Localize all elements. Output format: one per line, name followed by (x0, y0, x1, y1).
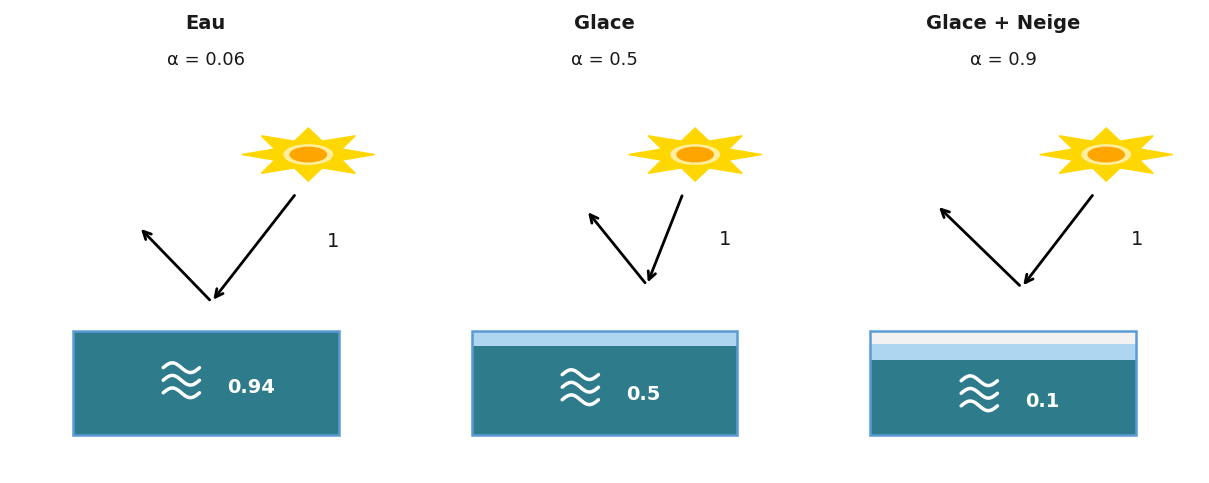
Text: Eau: Eau (185, 14, 226, 33)
Circle shape (1070, 140, 1143, 169)
Polygon shape (1059, 136, 1093, 149)
Polygon shape (1120, 136, 1153, 149)
Polygon shape (648, 136, 682, 149)
Bar (472, 331, 737, 346)
Text: α = 0.5: α = 0.5 (571, 51, 638, 69)
Circle shape (671, 145, 719, 164)
Bar (472, 331, 737, 435)
Polygon shape (1093, 128, 1120, 141)
Text: Glace: Glace (574, 14, 635, 33)
Polygon shape (682, 168, 708, 181)
Polygon shape (295, 128, 322, 141)
Circle shape (677, 147, 713, 162)
Polygon shape (242, 149, 274, 160)
Circle shape (1082, 145, 1130, 164)
Bar (870, 344, 1136, 360)
Text: α = 0.9: α = 0.9 (970, 51, 1037, 69)
Text: 0.5: 0.5 (626, 385, 660, 404)
Polygon shape (629, 149, 661, 160)
Text: α = 0.06: α = 0.06 (167, 51, 244, 69)
Bar (870, 331, 1136, 435)
Polygon shape (1093, 168, 1120, 181)
Circle shape (272, 140, 345, 169)
Polygon shape (1140, 149, 1173, 160)
Polygon shape (261, 136, 295, 149)
Polygon shape (261, 160, 295, 173)
Polygon shape (708, 136, 742, 149)
Bar (73, 331, 339, 435)
Text: 0.1: 0.1 (1025, 392, 1059, 411)
Text: 0.94: 0.94 (227, 379, 276, 398)
Polygon shape (322, 136, 355, 149)
Polygon shape (322, 160, 355, 173)
Polygon shape (1059, 160, 1093, 173)
Polygon shape (1120, 160, 1153, 173)
Circle shape (659, 140, 731, 169)
Bar (472, 346, 737, 435)
Text: 1: 1 (719, 229, 731, 249)
Polygon shape (682, 128, 708, 141)
Polygon shape (342, 149, 375, 160)
Circle shape (290, 147, 326, 162)
Text: 1: 1 (1130, 229, 1143, 249)
Polygon shape (295, 168, 322, 181)
Bar (870, 331, 1136, 344)
Circle shape (1088, 147, 1124, 162)
Bar (870, 360, 1136, 435)
Polygon shape (648, 160, 682, 173)
Polygon shape (729, 149, 762, 160)
Text: Glace + Neige: Glace + Neige (926, 14, 1081, 33)
Polygon shape (1040, 149, 1072, 160)
Text: 1: 1 (326, 232, 339, 251)
Circle shape (284, 145, 332, 164)
Polygon shape (708, 160, 742, 173)
